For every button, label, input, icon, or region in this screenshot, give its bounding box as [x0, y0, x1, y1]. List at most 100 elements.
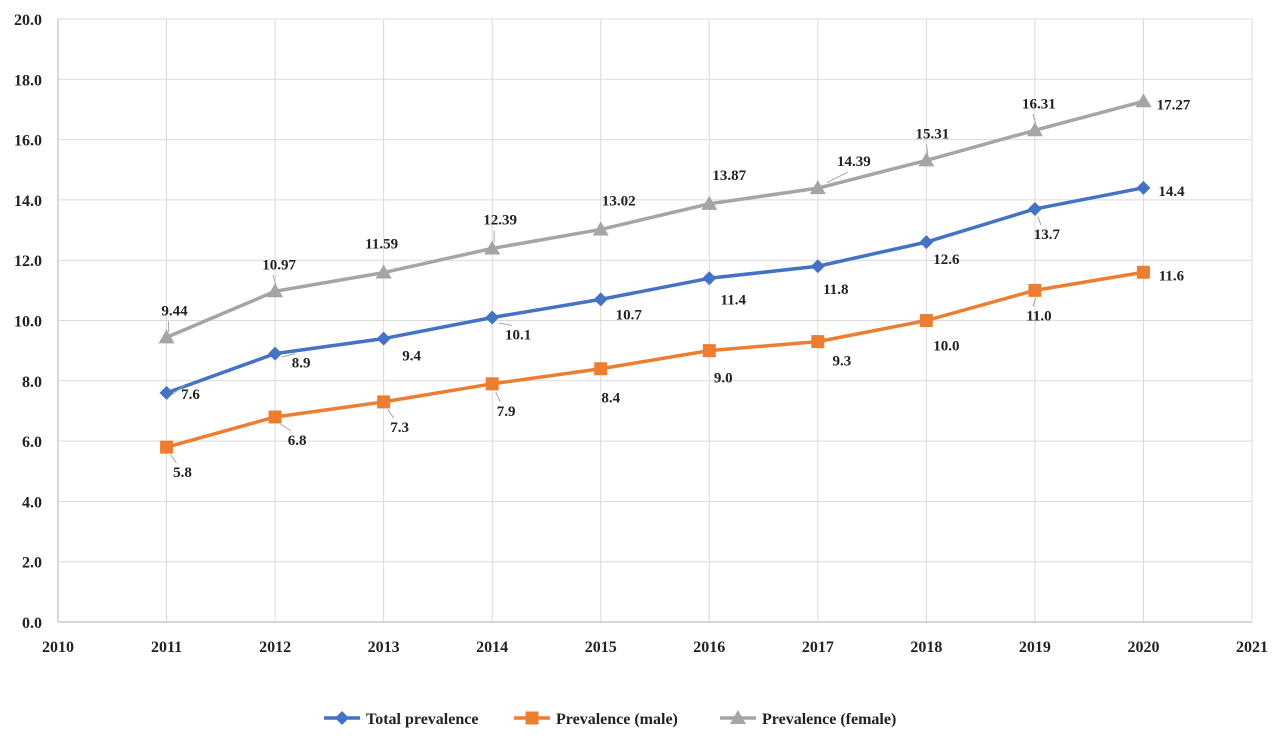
label-leader-line [172, 384, 185, 395]
data-label: 11.6 [1159, 268, 1185, 284]
legend-label: Prevalence (male) [556, 711, 678, 728]
data-label: 11.4 [721, 292, 747, 308]
data-point [919, 235, 934, 250]
label-leader-line [826, 171, 849, 184]
legend: Total prevalence Prevalence (male) Prevale… [324, 710, 896, 728]
series-line [165, 99, 1144, 339]
label-leader-line [281, 353, 296, 358]
data-label: 6.8 [288, 433, 307, 449]
label-leader-line [1032, 114, 1037, 125]
y-tick-label: 16.0 [14, 133, 42, 150]
data-label: 16.31 [1022, 96, 1056, 112]
data-label: 9.4 [402, 349, 421, 365]
data-label: 8.4 [601, 391, 620, 407]
data-point [377, 395, 391, 409]
data-label: 7.3 [390, 420, 409, 436]
data-label: 5.8 [173, 465, 192, 481]
data-label: 10.0 [933, 339, 959, 355]
legend-swatch-marker [730, 710, 746, 724]
data-label: 13.7 [1034, 227, 1061, 243]
axis-layer: 0.0 2.0 4.0 6.0 8.0 10.0 12.0 14.0 16.0 18.0 20.0 2… [14, 12, 1268, 656]
data-point [592, 221, 609, 236]
data-label: 9.3 [832, 354, 851, 370]
label-leader-line [495, 391, 501, 403]
data-point [702, 271, 717, 286]
data-point [267, 283, 284, 298]
data-label: 7.6 [181, 387, 200, 403]
y-tick-label: 4.0 [22, 494, 42, 511]
legend-label: Prevalence (female) [762, 711, 896, 728]
data-point [376, 331, 391, 346]
legend-swatch-marker [525, 711, 539, 725]
y-tick-label: 6.0 [22, 434, 42, 451]
data-point [810, 259, 825, 274]
legend-item: Prevalence (female) [720, 710, 896, 728]
data-point [1135, 93, 1152, 108]
data-point [160, 440, 174, 454]
legend-label: Total prevalence [366, 711, 478, 728]
label-leader-line [1032, 297, 1037, 307]
series-line [166, 270, 1144, 449]
data-label: 9.44 [161, 303, 188, 319]
data-point [1028, 283, 1042, 297]
label-leader-line [170, 454, 177, 464]
x-tick-label: 2015 [585, 639, 617, 656]
x-tick-label: 2018 [910, 639, 942, 656]
data-label: 13.02 [602, 193, 636, 209]
x-tick-label: 2014 [476, 639, 508, 656]
label-leader-line [925, 144, 929, 155]
data-label: 7.9 [497, 404, 516, 420]
legend-swatch-marker [335, 711, 349, 725]
data-point [485, 310, 500, 325]
label-leader-line [387, 409, 395, 419]
x-tick-label: 2019 [1019, 639, 1051, 656]
data-point [919, 314, 933, 327]
series-layer [158, 93, 1152, 454]
data-label: 10.1 [505, 327, 531, 343]
data-point [268, 346, 283, 361]
y-tick-label: 8.0 [22, 374, 42, 391]
legend-item: Prevalence (male) [514, 711, 678, 728]
data-label: 12.39 [483, 212, 517, 228]
data-point [1026, 122, 1043, 137]
data-label: 14.39 [837, 154, 871, 170]
data-point [268, 410, 282, 424]
data-point [1027, 201, 1042, 216]
x-tick-label: 2017 [802, 639, 834, 656]
data-point [158, 329, 175, 344]
x-tick-label: 2013 [368, 639, 400, 656]
label-leader-line [1037, 216, 1042, 226]
data-label: 17.27 [1157, 97, 1191, 113]
data-label: 10.97 [262, 257, 296, 273]
data-label: 13.87 [712, 168, 746, 184]
data-label: 9.0 [714, 371, 733, 387]
x-tick-label: 2011 [151, 639, 182, 656]
data-label: 10.7 [616, 307, 643, 323]
x-tick-label: 2012 [259, 639, 291, 656]
data-point [918, 152, 935, 167]
data-point [811, 335, 825, 349]
data-point [593, 292, 608, 307]
label-leader-line [280, 423, 292, 432]
data-label: 12.6 [933, 252, 960, 268]
data-point [809, 180, 826, 195]
data-point [484, 240, 501, 255]
x-tick-label: 2021 [1236, 639, 1268, 656]
y-tick-label: 14.0 [14, 193, 42, 210]
label-leader-line [498, 322, 513, 326]
data-label: 11.8 [823, 282, 848, 298]
x-tick-label: 2020 [1127, 639, 1159, 656]
data-label-layer: 7.6 8.9 9.4 10.1 10.7 11.4 11.8 12.6 13.7 14.4 5.8… [161, 96, 1190, 481]
y-tick-label: 20.0 [14, 12, 42, 29]
y-tick-label: 2.0 [22, 555, 42, 572]
grid-layer [58, 18, 1253, 622]
x-tick-label: 2016 [693, 639, 725, 656]
data-point [485, 377, 499, 391]
y-tick-label: 10.0 [14, 314, 42, 331]
data-label: 11.0 [1026, 308, 1051, 324]
data-point [159, 385, 174, 400]
data-point [375, 264, 392, 279]
data-point [701, 195, 718, 210]
